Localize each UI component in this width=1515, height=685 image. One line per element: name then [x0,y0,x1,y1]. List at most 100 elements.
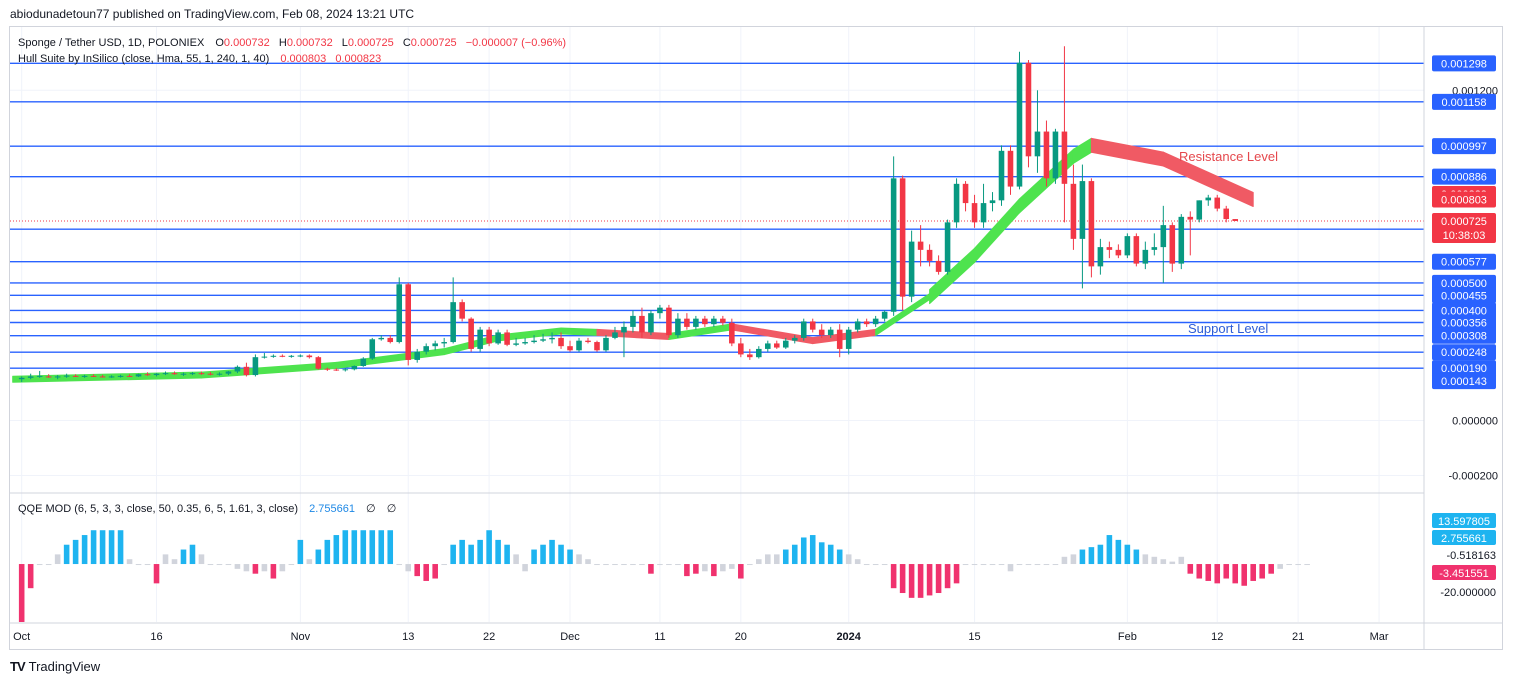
qqe-bar [126,559,133,565]
candle-down [99,376,106,378]
candle-up [549,337,555,340]
qqe-bar [1259,564,1265,579]
legend-c-label: C [403,37,411,49]
candle-down [171,373,178,375]
qqe-bar [1007,564,1014,572]
qqe-bar [450,544,456,565]
candle-up [234,366,241,372]
candle-up [369,339,376,359]
qqe-bar [243,564,250,572]
candle-down [747,354,753,358]
candle-up [693,318,699,327]
candle-down [1214,197,1221,209]
level-price-label-bg [1432,314,1496,331]
level-price-label: 0.000455 [1441,290,1487,302]
level-price-label-bg [1432,168,1496,185]
level-price-label: 0.000308 [1441,331,1487,343]
qqe-bar [962,564,969,566]
qqe-bar [872,564,879,566]
qqe-bar [1043,564,1050,566]
qqe-bar [432,564,438,579]
level-price-label: 0.001298 [1441,58,1487,70]
candle-up [117,375,124,377]
qqe-bar [594,564,600,566]
qqe-bar [648,564,654,574]
qqe-bar [531,549,537,565]
qqe-bar [1187,564,1194,574]
candle-down [1115,249,1122,256]
qqe-bar [252,564,259,574]
candle-up [612,332,618,338]
candle-down [243,366,250,376]
candle-up [1151,247,1158,250]
legend-low: 0.000725 [348,37,394,49]
qqe-bar [1115,539,1122,565]
candle-down [567,346,573,351]
qqe-bar [702,564,708,572]
qqe-bar [45,564,52,566]
qqe-bar [261,564,268,572]
hull-legend-value-2: 0.000823 [335,53,381,65]
qqe-bar [729,564,735,569]
qqe-bar [791,544,798,565]
qqe-bar [72,539,79,565]
time-label: 20 [735,631,747,643]
grid-layer [10,27,1424,622]
candle-up [953,183,960,223]
candle-up [872,318,879,325]
time-label: Mar [1370,631,1389,643]
candle-up [944,222,951,272]
qqe-bar [351,530,358,565]
qqe-bar [666,564,672,566]
qqe-bar [1088,547,1095,565]
qqe-bar [414,564,420,577]
qqe-bar [756,559,762,565]
candle-down [1223,208,1230,220]
tradingview-logo[interactable]: TV TradingView [10,659,100,674]
level-price-label-bg [1432,138,1496,155]
qqe-label-4: -3.451551 [1439,568,1489,580]
level-price-label: 0.000997 [1441,141,1487,153]
time-label: 11 [654,631,665,643]
candle-down [1088,181,1095,267]
time-label: Dec [560,631,580,643]
candle-down [863,321,870,325]
candle-up [1196,200,1203,220]
qqe-bar [360,530,367,565]
qqe-bar [513,554,519,565]
qqe-bar [1079,549,1086,565]
qqe-bar [333,535,340,565]
level-price-label: 0.000886 [1441,172,1487,184]
candle-up [890,178,897,312]
last-price-label: 0.000725 [1441,216,1487,228]
qqe-bar [953,564,960,584]
qqe-bar [135,564,142,566]
legend-close: 0.000725 [411,37,457,49]
qqe-bar [630,564,636,566]
resistance-level-annotation: Resistance Level [1179,149,1278,164]
candle-down [738,343,744,355]
qqe-bar [1250,564,1256,581]
candle-up [162,373,169,375]
candle-up [782,340,789,348]
level-price-label-bg [1432,93,1496,110]
qqe-bar [612,564,618,566]
qqe-bar [738,564,744,579]
candle-up [1034,131,1041,157]
candle-up [756,348,762,358]
candle-up [1142,249,1149,264]
qqe-bar [603,564,609,566]
candle-down [306,355,313,358]
qqe-bar [585,559,591,565]
qqe-bar [1124,544,1131,565]
qqe-bar [171,559,178,565]
candle-down [1025,62,1032,157]
candle-up [603,337,609,351]
qqe-legend-sym-1: ∅ [366,503,376,515]
candle-up [396,284,403,343]
qqe-bar [684,564,690,577]
qqe-bar [782,549,789,565]
level-price-label: 0.000190 [1441,363,1487,375]
qqe-bar [576,554,582,565]
